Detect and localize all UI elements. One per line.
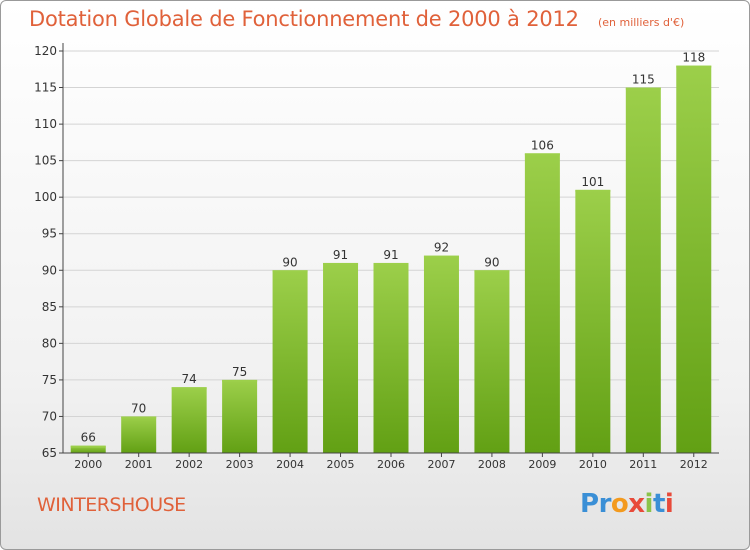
data-label: 70 xyxy=(131,401,146,415)
bar xyxy=(474,270,510,453)
data-label: 92 xyxy=(434,241,449,255)
bar xyxy=(323,262,359,453)
x-tick-label: 2011 xyxy=(629,458,657,471)
data-label: 115 xyxy=(632,73,655,87)
y-tick-label: 65 xyxy=(42,446,57,460)
brand-logo-letter: r xyxy=(598,489,612,519)
brand-logo-letter: t xyxy=(652,489,665,519)
bar xyxy=(121,416,157,453)
brand-logo-letter: o xyxy=(610,489,629,519)
bar xyxy=(524,153,560,453)
bars-layer: 66 70 74 75 90 91 91 92 90 106 101 115 118 xyxy=(70,51,712,454)
data-label: 91 xyxy=(333,248,348,262)
bar xyxy=(575,189,611,453)
bar-top-highlight xyxy=(222,379,258,382)
bar-top-highlight xyxy=(423,255,459,258)
x-tick-label: 2008 xyxy=(478,458,506,471)
y-tick-label: 120 xyxy=(34,44,57,58)
bar xyxy=(222,379,258,453)
y-tick-label: 95 xyxy=(42,227,57,241)
y-tick-label: 70 xyxy=(42,409,57,423)
x-tick-label: 2003 xyxy=(226,458,254,471)
data-label: 74 xyxy=(182,372,197,386)
y-tick-label: 100 xyxy=(34,190,57,204)
bar-top-highlight xyxy=(575,189,611,192)
title-row: Dotation Globale de Fonctionnement de 20… xyxy=(29,7,684,31)
brand-logo-letter: P xyxy=(580,489,599,519)
bar-top-highlight xyxy=(272,270,308,273)
bar xyxy=(373,262,409,453)
data-label: 66 xyxy=(81,431,96,445)
y-tick-label: 80 xyxy=(42,336,57,350)
bar-top-highlight xyxy=(625,87,661,90)
bar xyxy=(625,87,661,453)
y-tick-label: 105 xyxy=(34,154,57,168)
x-tick-label: 2001 xyxy=(125,458,153,471)
x-tick-label: 2004 xyxy=(276,458,304,471)
bar xyxy=(171,387,207,453)
bar xyxy=(423,255,459,453)
brand-logo: Proxiti xyxy=(580,489,674,519)
x-tick-label: 2000 xyxy=(74,458,102,471)
bar-top-highlight xyxy=(171,387,207,390)
bar-top-highlight xyxy=(676,65,712,68)
bar xyxy=(70,445,106,453)
bar-top-highlight xyxy=(373,262,409,265)
chart-subtitle: (en milliers d'€) xyxy=(597,16,685,29)
x-tick-label: 2010 xyxy=(579,458,607,471)
data-label: 106 xyxy=(531,138,554,152)
bar-top-highlight xyxy=(70,445,106,448)
data-label: 75 xyxy=(232,365,247,379)
x-tick-label: 2002 xyxy=(175,458,203,471)
y-tick-label: 90 xyxy=(42,263,57,277)
bar-top-highlight xyxy=(474,270,510,273)
brand-logo-letter: i xyxy=(664,489,674,519)
bar-top-highlight xyxy=(121,416,157,419)
data-label: 118 xyxy=(682,51,705,65)
place-label: WINTERSHOUSE xyxy=(37,494,186,516)
data-label: 101 xyxy=(581,175,604,189)
data-label: 90 xyxy=(282,255,297,269)
y-tick-label: 115 xyxy=(34,81,57,95)
data-label: 90 xyxy=(484,255,499,269)
data-label: 91 xyxy=(383,248,398,262)
x-tick-label: 2005 xyxy=(327,458,355,471)
chart-title: Dotation Globale de Fonctionnement de 20… xyxy=(29,7,579,31)
x-tick-label: 2009 xyxy=(528,458,556,471)
bar-top-highlight xyxy=(323,262,359,265)
axis-layer: 65 70 75 80 85 90 95 100 105 110 115 120 2000 2001 200… xyxy=(34,43,719,471)
x-tick-label: 2012 xyxy=(680,458,708,471)
y-tick-label: 75 xyxy=(42,373,57,387)
bar xyxy=(272,270,308,453)
bar-top-highlight xyxy=(524,153,560,156)
bar xyxy=(676,65,712,454)
y-tick-label: 110 xyxy=(34,117,57,131)
brand-logo-letter: x xyxy=(628,489,645,519)
brand-logo-letter: i xyxy=(644,489,654,519)
x-tick-label: 2006 xyxy=(377,458,405,471)
x-tick-label: 2007 xyxy=(427,458,455,471)
y-tick-label: 85 xyxy=(42,300,57,314)
